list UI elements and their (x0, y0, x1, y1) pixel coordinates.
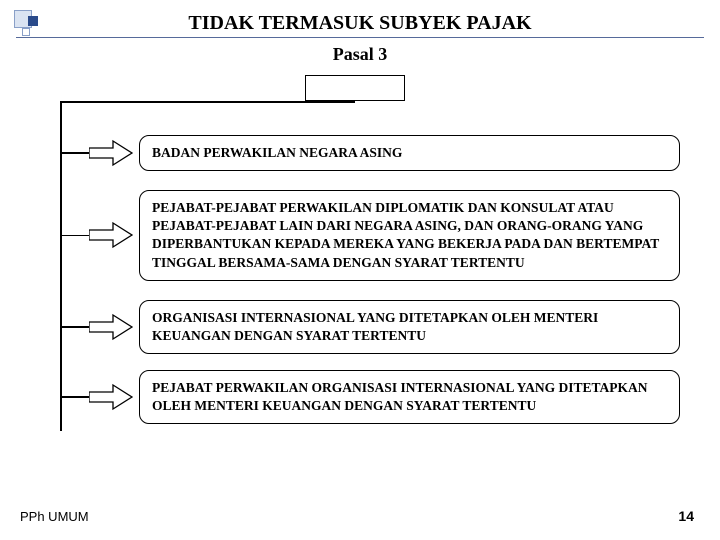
deco-square-small (22, 28, 30, 36)
connector-horizontal (60, 235, 90, 237)
item-box: PEJABAT PERWAKILAN ORGANISASI INTERNASIO… (139, 370, 680, 424)
connector-horizontal-top (60, 101, 355, 103)
arrow-icon (89, 221, 133, 249)
footer-left: PPh UMUM (20, 509, 89, 524)
deco-square-dark (28, 16, 38, 26)
item-box: BADAN PERWAKILAN NEGARA ASING (139, 135, 680, 171)
slide-title: TIDAK TERMASUK SUBYEK PAJAK (0, 0, 720, 35)
page-number: 14 (678, 508, 694, 524)
diagram-root-box (305, 75, 405, 101)
slide-subtitle: Pasal 3 (0, 44, 720, 65)
arrow-icon (89, 139, 133, 167)
diagram-area: BADAN PERWAKILAN NEGARA ASING PEJABAT-PE… (0, 75, 720, 485)
item-box: PEJABAT-PEJABAT PERWAKILAN DIPLOMATIK DA… (139, 190, 680, 281)
arrow-icon (89, 313, 133, 341)
connector-horizontal (60, 326, 90, 328)
arrow-icon (89, 383, 133, 411)
diagram-row: ORGANISASI INTERNASIONAL YANG DITETAPKAN… (60, 300, 680, 354)
diagram-row: PEJABAT PERWAKILAN ORGANISASI INTERNASIO… (60, 370, 680, 424)
diagram-row: BADAN PERWAKILAN NEGARA ASING (60, 135, 680, 171)
connector-horizontal (60, 152, 90, 154)
title-rule (16, 37, 704, 38)
connector-horizontal (60, 396, 90, 398)
item-box: ORGANISASI INTERNASIONAL YANG DITETAPKAN… (139, 300, 680, 354)
diagram-row: PEJABAT-PEJABAT PERWAKILAN DIPLOMATIK DA… (60, 190, 680, 281)
